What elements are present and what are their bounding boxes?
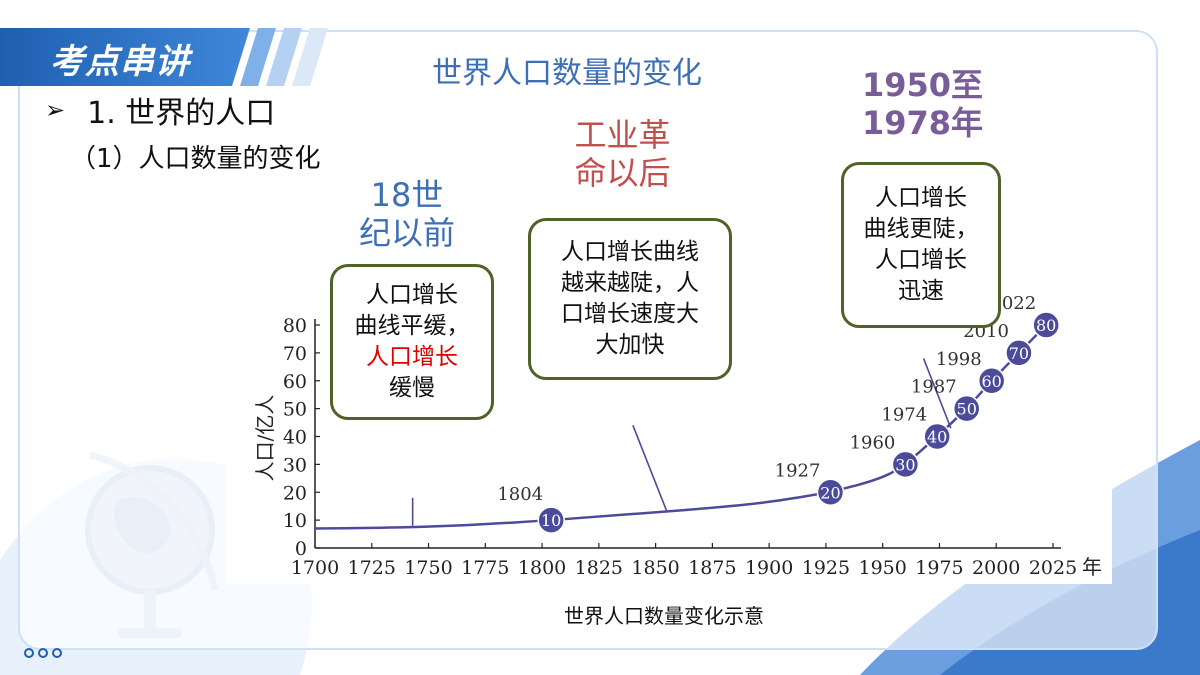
callout-pointers (411, 358, 952, 526)
y-tick-label: 0 (295, 538, 307, 560)
x-axis-label: 年 (1082, 555, 1102, 579)
milestone-year-label: 1960 (850, 432, 896, 453)
era-label-line: 1950至 (861, 66, 984, 104)
callout-line: 人口增长 (366, 282, 458, 308)
era-label-1950-1978: 1950至 1978年 (855, 66, 990, 142)
dot-icon (24, 648, 34, 658)
era-label-line: 命以后 (574, 154, 671, 192)
milestone-marker (977, 367, 1006, 395)
milestone-value-label: 20 (820, 483, 840, 502)
callout-pointer-line (632, 425, 668, 513)
bullet-arrow-icon: ➢ (45, 96, 66, 124)
milestone-year-label: 1927 (775, 460, 821, 481)
x-tick-label: 1750 (404, 557, 452, 579)
slide-dots (24, 648, 62, 658)
milestone-year-label: 1974 (881, 405, 927, 426)
x-tick-label: 1775 (461, 557, 509, 579)
chart-caption: 世界人口数量变化示意 (564, 604, 764, 628)
milestone-value-label: 30 (895, 455, 915, 474)
milestone-value-label: 60 (982, 372, 1002, 391)
header-title: 考点串讲 (50, 42, 190, 82)
y-tick-label: 20 (283, 482, 307, 504)
header-band (0, 28, 328, 86)
era-label-before-18th-century: 18世 纪以前 (352, 176, 462, 252)
milestone-year-label: 2022 (990, 293, 1036, 314)
x-tick-label: 1950 (859, 557, 907, 579)
milestone-marker (923, 422, 951, 451)
x-tick-label: 1800 (518, 557, 566, 579)
milestone-marker (537, 506, 565, 534)
callout-line: 曲线平缓， (354, 313, 470, 339)
milestone-value-label: 50 (957, 400, 977, 419)
milestone-value-label: 70 (1009, 344, 1029, 363)
callout-line-highlight: 人口增长 (366, 344, 458, 370)
x-tick-label: 1850 (631, 557, 679, 579)
era-label-line: 18世 (370, 176, 444, 214)
y-tick-label: 70 (283, 343, 307, 365)
era-label-industrial-revolution: 工业革 命以后 (560, 116, 685, 192)
milestone-value-label: 80 (1036, 316, 1056, 335)
y-tick-label: 50 (283, 399, 307, 421)
callout-line: 人口增长 (875, 185, 967, 211)
callout-line: 人口增长 (875, 247, 967, 273)
callout-line: 曲线更陡， (863, 216, 979, 242)
milestone-marker (952, 394, 981, 423)
x-tick-label: 1875 (688, 557, 736, 579)
milestone-marker (891, 450, 920, 479)
era-label-line: 纪以前 (358, 214, 455, 252)
x-tick-label: 2000 (972, 557, 1020, 579)
callout-line: 大加快 (595, 332, 665, 358)
y-axis-label: 人口/亿人 (253, 395, 277, 482)
callout-slow-growth: 人口增长 曲线平缓， 人口增长 缓慢 (330, 264, 494, 420)
milestone-year-label: 1998 (936, 349, 982, 370)
x-tick-label: 1900 (745, 557, 793, 579)
callout-line: 口增长速度大 (561, 301, 699, 327)
era-label-line: 1978年 (861, 104, 984, 142)
milestone-year-label: 1987 (911, 377, 957, 398)
x-tick-label: 1925 (802, 557, 850, 579)
dot-icon (52, 648, 62, 658)
y-tick-label: 80 (283, 315, 307, 337)
dot-icon (38, 648, 48, 658)
milestone-value-label: 40 (927, 428, 947, 447)
callout-faster-growth: 人口增长曲线 越来越陡，人 口增长速度大 大加快 (528, 218, 732, 380)
chart-axes (314, 319, 1061, 549)
milestone-marker (1005, 339, 1033, 367)
milestone-marker (1032, 311, 1060, 339)
y-tick-label: 30 (283, 454, 307, 476)
x-tick-label: 1700 (291, 557, 339, 579)
subheading: （1）人口数量的变化 (70, 144, 321, 174)
y-tick-label: 60 (283, 371, 307, 393)
chart-ticks: 1700 1725 1750 1775 1800 1825 1850 1875 1900 1925… (283, 315, 1077, 579)
callout-line: 缓慢 (389, 375, 435, 401)
callout-line: 人口增长曲线 (561, 239, 699, 265)
callout-line: 越来越陡，人 (561, 270, 699, 296)
milestone-value-label: 10 (541, 511, 561, 530)
slide-title: 世界人口数量的变化 (432, 56, 702, 91)
y-tick-label: 40 (283, 427, 307, 449)
callout-pointer-line (922, 358, 952, 429)
callout-rapid-growth: 人口增长 曲线更陡， 人口增长 迅速 (841, 162, 1001, 328)
x-tick-label: 1725 (348, 557, 396, 579)
y-tick-label: 10 (283, 510, 307, 532)
callout-line: 迅速 (898, 278, 944, 304)
bullet-heading: ➢ 1. 世界的人口 (45, 88, 275, 132)
milestone-year-label: 1804 (497, 484, 543, 505)
era-label-line: 工业革 (574, 116, 671, 154)
milestone-marker (816, 478, 845, 506)
x-tick-label: 1975 (915, 557, 963, 579)
x-tick-label: 2025 (1029, 557, 1077, 579)
bullet-text: 1. 世界的人口 (87, 96, 276, 131)
x-tick-label: 1825 (575, 557, 623, 579)
